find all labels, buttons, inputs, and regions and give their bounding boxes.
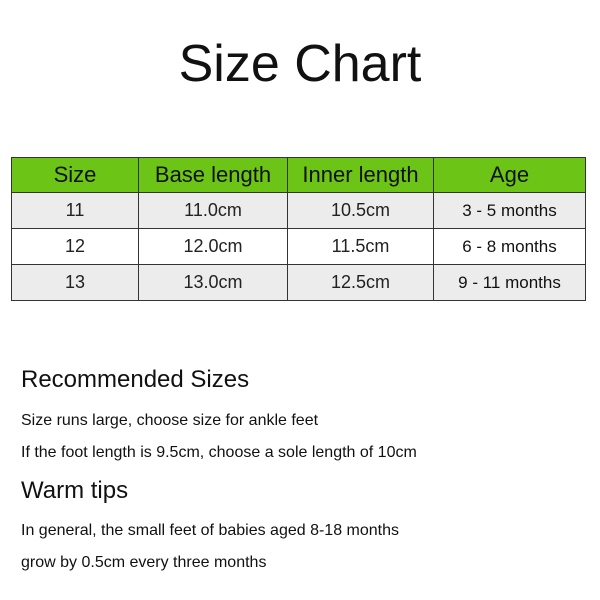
- cell-age: 9 - 11 months: [433, 264, 586, 301]
- recommended-line: If the foot length is 9.5cm, choose a so…: [21, 444, 417, 461]
- header-age: Age: [433, 157, 586, 193]
- header-size: Size: [11, 157, 139, 193]
- header-inner-length: Inner length: [287, 157, 434, 193]
- tips-line: In general, the small feet of babies age…: [21, 522, 400, 539]
- cell-inner-length: 11.5cm: [287, 228, 434, 265]
- page-title: Size Chart: [178, 35, 422, 93]
- cell-age: 3 - 5 months: [433, 192, 586, 229]
- table-row: 11 11.0cm 10.5cm 3 - 5 months: [11, 192, 586, 229]
- size-table: Size Base length Inner length Age 11 11.…: [11, 157, 586, 301]
- table-row: 13 13.0cm 12.5cm 9 - 11 months: [11, 264, 586, 301]
- table-header-row: Size Base length Inner length Age: [11, 157, 586, 193]
- cell-size: 12: [11, 228, 139, 265]
- recommended-line: Size runs large, choose size for ankle f…: [21, 412, 319, 429]
- tips-heading: Warm tips: [21, 477, 129, 504]
- cell-size: 11: [11, 192, 139, 229]
- cell-base-length: 11.0cm: [138, 192, 288, 229]
- cell-inner-length: 12.5cm: [287, 264, 434, 301]
- cell-inner-length: 10.5cm: [287, 192, 434, 229]
- cell-size: 13: [11, 264, 139, 301]
- recommended-heading: Recommended Sizes: [21, 366, 250, 393]
- tips-line: grow by 0.5cm every three months: [21, 554, 267, 571]
- cell-base-length: 12.0cm: [138, 228, 288, 265]
- cell-base-length: 13.0cm: [138, 264, 288, 301]
- table-row: 12 12.0cm 11.5cm 6 - 8 months: [11, 228, 586, 265]
- header-base-length: Base length: [138, 157, 288, 193]
- cell-age: 6 - 8 months: [433, 228, 586, 265]
